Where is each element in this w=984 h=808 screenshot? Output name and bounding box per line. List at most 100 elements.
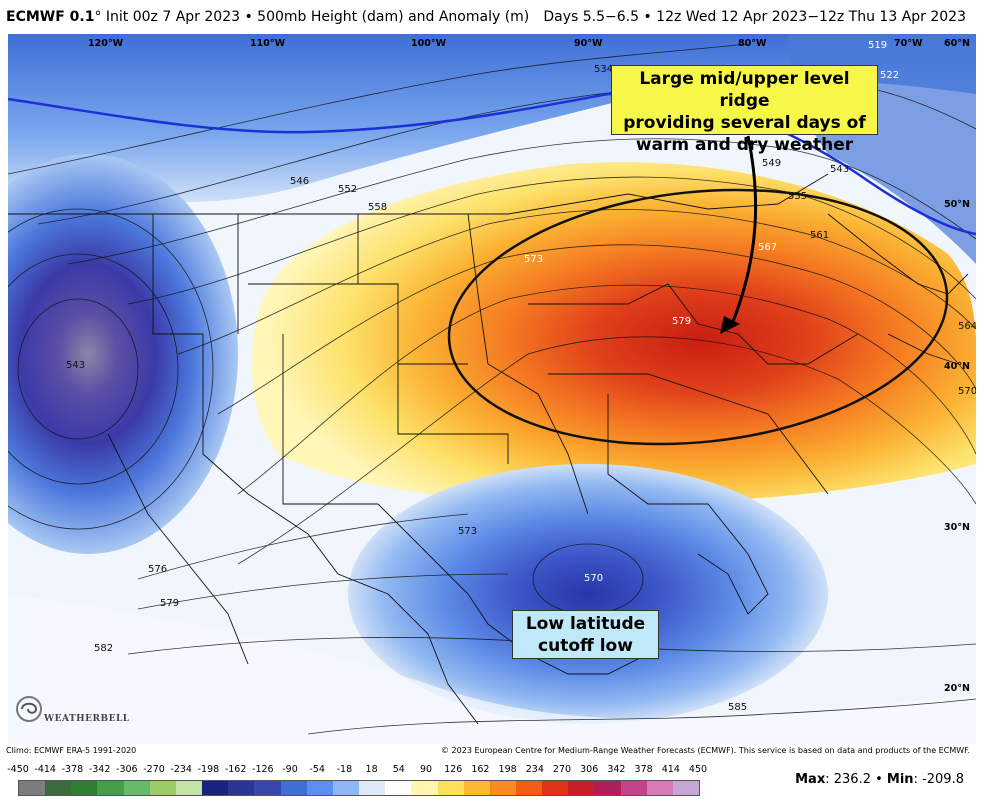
contour-label: 570	[958, 386, 976, 397]
lat-label: 30°N	[944, 522, 970, 533]
ridge-callout-line: providing several days of	[623, 113, 866, 133]
colorbar-swatch	[385, 781, 412, 795]
colorbar-tick-label: 162	[471, 764, 490, 775]
colorbar-swatch	[280, 781, 307, 795]
colorbar-tick-label: -90	[282, 764, 298, 775]
colorbar-swatch	[254, 781, 281, 795]
colorbar-tick-label: -342	[88, 764, 111, 775]
contour-label: 558	[368, 202, 387, 213]
min-value: -209.8	[922, 772, 964, 787]
colorbar-tick-label: 234	[525, 764, 544, 775]
colorbar-swatch	[463, 781, 490, 795]
colorbar-swatch	[437, 781, 464, 795]
low-callout-line: cutoff low	[538, 636, 633, 656]
colorbar-tick-label: 450	[688, 764, 708, 775]
contour-label: 564	[958, 321, 976, 332]
colorbar-swatch	[620, 781, 647, 795]
lon-label: 60°N	[944, 38, 970, 49]
colorbar-swatch	[175, 781, 203, 795]
lon-label: 120°W	[88, 38, 124, 49]
logo-text: WEATHERBELL	[44, 714, 130, 724]
min-label: Min	[886, 772, 914, 787]
colorbar-swatch	[359, 781, 386, 795]
contour-label: 573	[524, 254, 543, 265]
colorbar-tick-label: -162	[224, 764, 247, 775]
colorbar-swatch	[71, 781, 98, 795]
colorbar-tick-label: -306	[116, 764, 138, 775]
colorbar-tick-label: 270	[552, 764, 572, 775]
lat-label: 40°N	[944, 361, 970, 372]
colorbar-swatch	[45, 781, 72, 795]
contour-label: 585	[728, 702, 747, 713]
colorbar-swatch	[542, 781, 569, 795]
swirl-icon	[16, 696, 42, 722]
weatherbell-logo: WEATHERBELL	[14, 694, 129, 730]
contour-label: 570	[584, 573, 603, 584]
colorbar-tick-label: 414	[661, 764, 680, 775]
colorbar-tick-label: 18	[365, 764, 378, 775]
contour-label: 561	[810, 230, 829, 241]
map-header: ECMWF 0.1° Init 00z 7 Apr 2023 • 500mb H…	[0, 0, 984, 34]
colorbar-swatch	[306, 781, 333, 795]
copyright-credit: © 2023 European Centre for Medium-Range …	[441, 746, 970, 755]
cutoff-low-callout: Low latitude cutoff low	[512, 610, 659, 659]
lon-label: 70°W	[894, 38, 923, 49]
colorbar-swatch	[646, 781, 673, 795]
colorbar-tick-label: 126	[444, 764, 463, 775]
colorbar-swatch	[97, 781, 124, 795]
colorbar-swatch	[228, 781, 255, 795]
contour-label: 549	[762, 158, 781, 169]
colorbar-tick-label: 54	[392, 764, 405, 775]
contour-label: 543	[66, 360, 85, 371]
contour-label: 579	[672, 316, 691, 327]
colorbar-tick-label: 342	[607, 764, 626, 775]
colorbar-tick-label: -198	[197, 764, 220, 775]
contour-label: 573	[458, 526, 477, 537]
ridge-callout-line: warm and dry weather	[635, 135, 854, 155]
colorbar-swatch	[123, 781, 150, 795]
low-callout-line: Low latitude	[525, 614, 646, 634]
contour-label: 543	[830, 164, 849, 175]
colorbar-swatch	[19, 781, 46, 795]
colorbar-tick-label: 378	[634, 764, 653, 775]
colorbar-tick-label: 90	[419, 764, 433, 775]
contour-label: 582	[94, 643, 113, 654]
colorbar-swatch	[594, 781, 621, 795]
colorbar-tick-label: -414	[34, 764, 56, 775]
lat-label: 20°N	[944, 683, 970, 694]
lon-label: 80°W	[738, 38, 767, 49]
colorbar-swatch	[332, 781, 360, 795]
colorbar-tick-label: -18	[336, 764, 353, 775]
max-min-stats: Max: 236.2 • Min: -209.8	[795, 772, 964, 787]
contour-label: 579	[160, 598, 179, 609]
ridge-callout-line: Large mid/upper level ridge	[639, 69, 850, 111]
model-name: ECMWF 0.1	[6, 9, 95, 25]
anomaly-colorbar	[18, 780, 700, 796]
colorbar-tick-label: -450	[7, 764, 29, 775]
contour-label: 546	[290, 176, 309, 187]
contour-label: 522	[880, 70, 899, 81]
ridge-callout: Large mid/upper level ridge providing se…	[611, 65, 878, 155]
max-value: 236.2	[833, 772, 871, 787]
lon-label: 100°W	[411, 38, 447, 49]
map-title: ECMWF 0.1° Init 00z 7 Apr 2023 • 500mb H…	[6, 9, 529, 25]
weather-map: 120°W 110°W 100°W 90°W 80°W 70°W 60°N 50…	[8, 34, 976, 744]
contour-label: 519	[868, 40, 887, 51]
colorbar-swatch	[202, 781, 229, 795]
colorbar-tick-label: -378	[61, 764, 84, 775]
lon-label: 90°W	[574, 38, 603, 49]
colorbar-tick-label: -270	[143, 764, 165, 775]
lon-label: 110°W	[250, 38, 286, 49]
init-description: ° Init 00z 7 Apr 2023 • 500mb Height (da…	[94, 9, 530, 25]
contour-label: 576	[148, 564, 167, 575]
colorbar-tick-label: -126	[252, 764, 274, 775]
contour-label: 552	[338, 184, 357, 195]
colorbar-tick-label: 198	[498, 764, 517, 775]
colorbar-swatch	[411, 781, 438, 795]
colorbar-swatch	[672, 781, 700, 795]
colorbar-swatch	[489, 781, 516, 795]
colorbar-tick-label: -54	[309, 764, 325, 775]
colorbar-swatch	[568, 781, 595, 795]
valid-period: Days 5.5−6.5 • 12z Wed 12 Apr 2023−12z T…	[543, 9, 966, 25]
colorbar-tick-label: -234	[170, 764, 192, 775]
